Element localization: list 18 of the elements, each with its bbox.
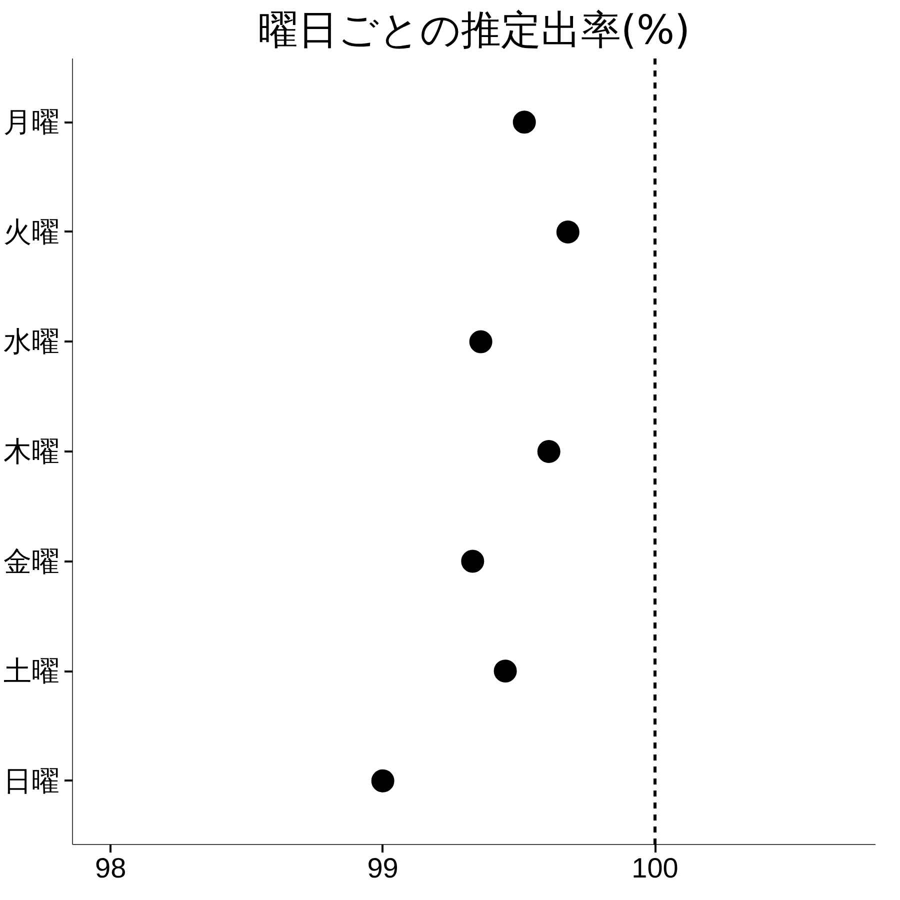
point (469, 330, 492, 354)
point (556, 220, 580, 244)
point (494, 660, 517, 683)
y-tick-label: 土曜 (4, 656, 60, 687)
y-tick-label: 木曜 (4, 436, 60, 467)
y-tick-label: 金曜 (4, 546, 60, 577)
x-tick-label: 100 (632, 852, 678, 884)
y-tick-label: 日曜 (4, 765, 60, 796)
chart-title: 曜日ごとの推定出率(%) (258, 8, 690, 54)
y-tick-label: 水曜 (4, 326, 60, 358)
x-tick-label: 99 (367, 852, 398, 884)
point (371, 769, 394, 792)
point (512, 110, 536, 134)
x-tick-label: 98 (95, 852, 126, 884)
y-tick-label: 月曜 (4, 106, 60, 138)
point (461, 550, 484, 573)
point (537, 440, 560, 463)
y-tick-label: 火曜 (4, 216, 60, 248)
